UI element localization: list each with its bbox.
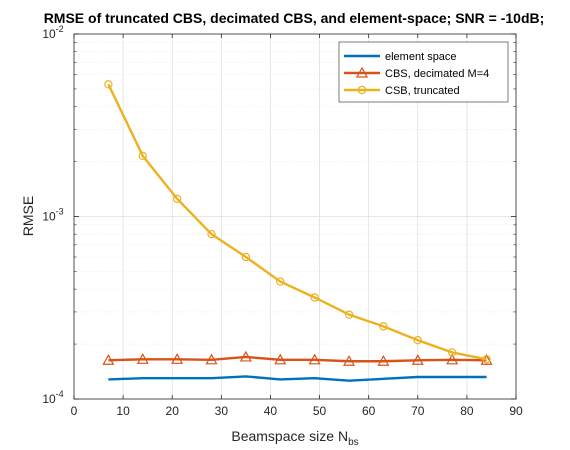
legend-swatch-marker — [357, 85, 367, 95]
x-axis-label-main: Beamspace size N — [231, 428, 348, 444]
data-point — [274, 353, 287, 365]
x-tick-label: 70 — [411, 404, 425, 418]
data-point — [138, 151, 147, 161]
data-point — [172, 194, 182, 204]
data-point — [241, 252, 251, 262]
data-point — [447, 348, 457, 357]
x-axis-label: Beamspace size Nbs — [231, 428, 358, 448]
data-point — [207, 229, 216, 239]
y-tick-label-base: 10 — [42, 210, 56, 224]
data-point — [343, 355, 356, 366]
y-tick-label-exponent: -3 — [56, 207, 64, 217]
legend: element space CBS, decimated M=4 CSB, trun… — [338, 41, 509, 103]
x-tick-label: 80 — [460, 404, 474, 418]
series-layer — [102, 80, 493, 382]
data-point — [310, 293, 319, 302]
legend-item: CBS, decimated M=4 — [344, 66, 489, 80]
series-element-space — [108, 375, 487, 382]
x-tick-label: 20 — [166, 404, 180, 418]
data-point — [377, 355, 390, 366]
x-tick-label: 10 — [116, 404, 130, 418]
series-line — [108, 355, 487, 363]
legend-swatch-marker — [355, 66, 369, 78]
legend-items: element space CBS, decimated M=4 CSB, trun… — [344, 51, 489, 97]
y-tick-label: 10-2 — [42, 24, 63, 41]
x-tick-label: 50 — [313, 404, 327, 418]
data-point — [239, 350, 252, 362]
data-point — [205, 353, 218, 365]
series-csb-truncated — [104, 80, 491, 364]
y-tick-label: 10-3 — [42, 207, 63, 224]
legend-label: CSB, truncated — [385, 85, 460, 97]
series-line — [107, 83, 487, 361]
data-point — [413, 335, 422, 345]
x-axis-label-sub: bs — [348, 437, 359, 448]
x-tick-label: 0 — [71, 404, 78, 418]
data-point — [482, 355, 491, 364]
y-tick-label-exponent: -4 — [56, 389, 64, 399]
data-point — [411, 354, 424, 365]
series-line — [108, 375, 487, 382]
legend-label: CBS, decimated M=4 — [385, 68, 489, 80]
data-point — [102, 354, 115, 365]
x-tick-label: 30 — [215, 404, 229, 418]
data-point — [136, 353, 149, 364]
x-tick-label: 40 — [264, 404, 278, 418]
y-axis-label: RMSE — [20, 196, 36, 236]
data-point — [104, 80, 113, 89]
y-tick-label-base: 10 — [42, 27, 56, 41]
x-tick-label: 60 — [362, 404, 376, 418]
data-point — [276, 277, 285, 286]
y-tick-label-exponent: -2 — [56, 24, 64, 34]
legend-label: element space — [385, 51, 457, 63]
data-point — [379, 322, 388, 331]
legend-item: CSB, truncated — [344, 85, 460, 97]
series-cbs-decimated-m-4 — [102, 350, 493, 366]
x-tick-label: 90 — [509, 404, 523, 418]
data-point — [446, 353, 459, 365]
data-point — [344, 310, 354, 319]
legend-item: element space — [344, 51, 457, 63]
chart-title: RMSE of truncated CBS, decimated CBS, an… — [44, 10, 545, 26]
y-tick-label: 10-4 — [42, 389, 63, 406]
y-tick-label-base: 10 — [42, 392, 56, 406]
ticks — [73, 33, 517, 400]
data-point — [171, 353, 184, 364]
data-point — [308, 353, 321, 365]
